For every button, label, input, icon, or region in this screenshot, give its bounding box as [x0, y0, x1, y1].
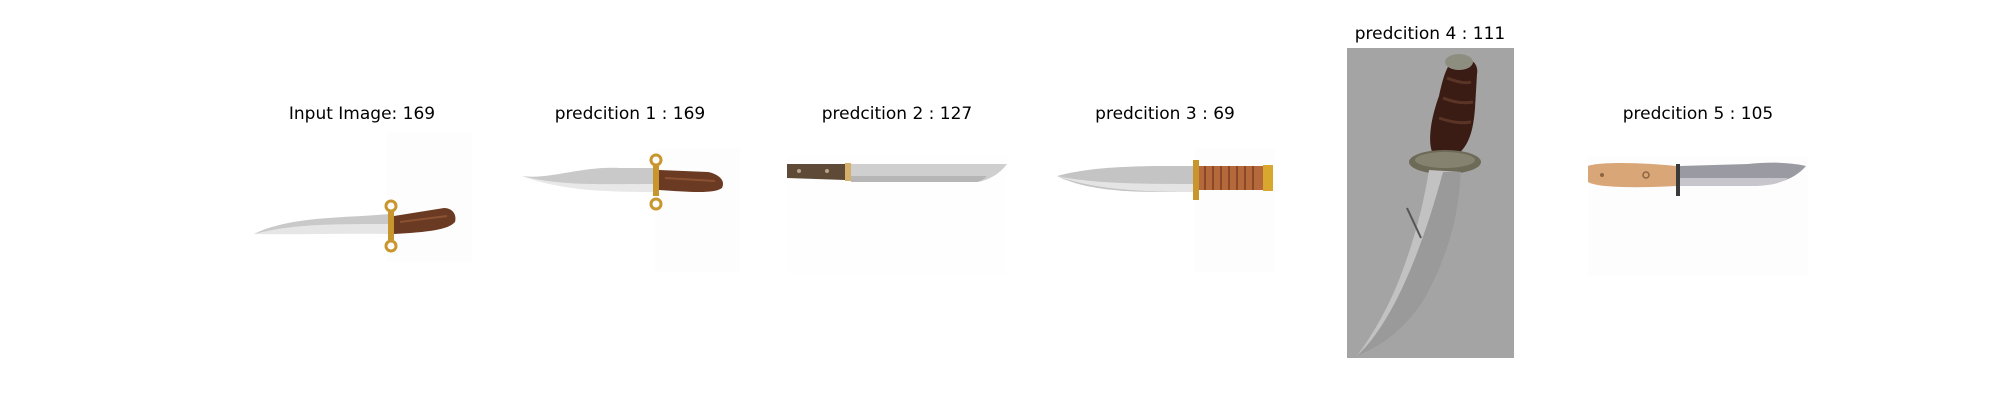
input-image-title: Input Image: 169 — [288, 104, 436, 124]
prediction-1-image — [520, 148, 740, 272]
prediction-3-title: predcition 3 : 69 — [1095, 104, 1235, 124]
input-image-panel: Input Image: 169 — [252, 100, 472, 270]
input-knife-image — [254, 132, 472, 262]
prediction-4-panel: predcition 4 : 111 — [1320, 20, 1540, 360]
prediction-2-knife-image — [787, 156, 1007, 274]
prediction-5-knife-image — [1588, 156, 1808, 276]
prediction-2-image — [787, 156, 1007, 274]
prediction-4-image — [1347, 48, 1514, 358]
prediction-2-panel: predcition 2 : 127 — [787, 100, 1007, 274]
prediction-4-knife-image — [1347, 48, 1514, 358]
prediction-1-knife-image — [522, 148, 740, 272]
prediction-4-title: predcition 4 : 111 — [1354, 24, 1506, 44]
prediction-3-image — [1055, 148, 1275, 272]
prediction-5-title: predcition 5 : 105 — [1622, 104, 1774, 124]
input-image — [252, 132, 472, 262]
prediction-3-knife-image — [1057, 148, 1275, 272]
prediction-1-title: predcition 1 : 169 — [554, 104, 706, 124]
prediction-3-panel: predcition 3 : 69 — [1055, 100, 1275, 272]
prediction-5-panel: predcition 5 : 105 — [1588, 100, 1808, 276]
prediction-2-title: predcition 2 : 127 — [821, 104, 973, 124]
prediction-5-image — [1588, 156, 1808, 276]
prediction-1-panel: predcition 1 : 169 — [520, 100, 740, 272]
